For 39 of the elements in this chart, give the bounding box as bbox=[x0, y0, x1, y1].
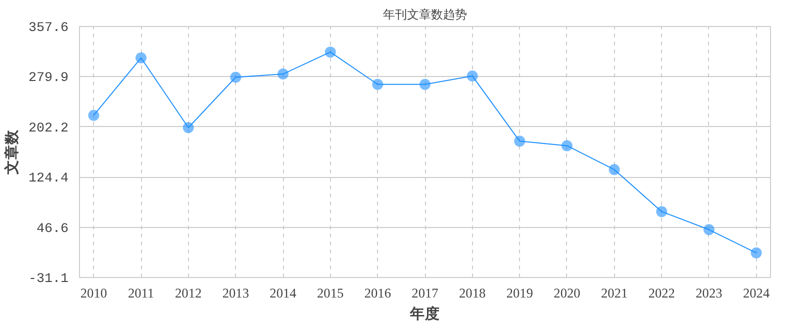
x-tick-label: 2020 bbox=[554, 286, 581, 300]
chart-title: 年刊文章数趋势 bbox=[383, 8, 467, 22]
y-tick-label: 279.9 bbox=[28, 71, 69, 86]
point bbox=[656, 206, 668, 218]
point bbox=[750, 247, 762, 258]
x-tick-label: 2018 bbox=[459, 286, 486, 300]
x-tick-label: 2014 bbox=[270, 286, 297, 300]
x-tick-label: 2019 bbox=[506, 286, 534, 300]
point bbox=[514, 136, 526, 147]
x-tick-label: 2010 bbox=[80, 286, 108, 300]
point bbox=[466, 70, 478, 82]
y-axis-title: 文章数 bbox=[2, 128, 21, 176]
x-tick-label: 2021 bbox=[600, 286, 628, 300]
point bbox=[703, 224, 714, 236]
point bbox=[420, 78, 430, 90]
point bbox=[230, 72, 242, 83]
y-tick-label: 357.6 bbox=[28, 21, 69, 36]
x-axis-title: 年度 bbox=[409, 304, 440, 322]
x-tick-label: 2024 bbox=[742, 286, 770, 300]
x-tick-label: 2013 bbox=[222, 286, 250, 300]
y-tick-label: 124.4 bbox=[28, 172, 69, 187]
x-tick-label: 2011 bbox=[128, 286, 154, 300]
x-tick-label: 2023 bbox=[696, 286, 723, 300]
y-tick-label: 46.6 bbox=[36, 222, 69, 237]
point bbox=[608, 164, 620, 176]
point bbox=[88, 110, 100, 121]
point bbox=[136, 52, 147, 64]
point bbox=[372, 78, 384, 90]
point bbox=[324, 46, 336, 58]
point bbox=[182, 122, 194, 134]
x-tick-label: 2015 bbox=[317, 286, 344, 300]
x-tick-label: 2017 bbox=[412, 286, 439, 300]
x-tick-label: 2022 bbox=[648, 286, 675, 300]
y-tick-label: 202.2 bbox=[28, 121, 69, 136]
x-tick-label: 2012 bbox=[175, 286, 202, 300]
point bbox=[561, 140, 572, 152]
y-tick-label: -31.1 bbox=[28, 272, 69, 287]
point bbox=[278, 68, 289, 80]
x-tick-label: 2016 bbox=[364, 286, 392, 300]
